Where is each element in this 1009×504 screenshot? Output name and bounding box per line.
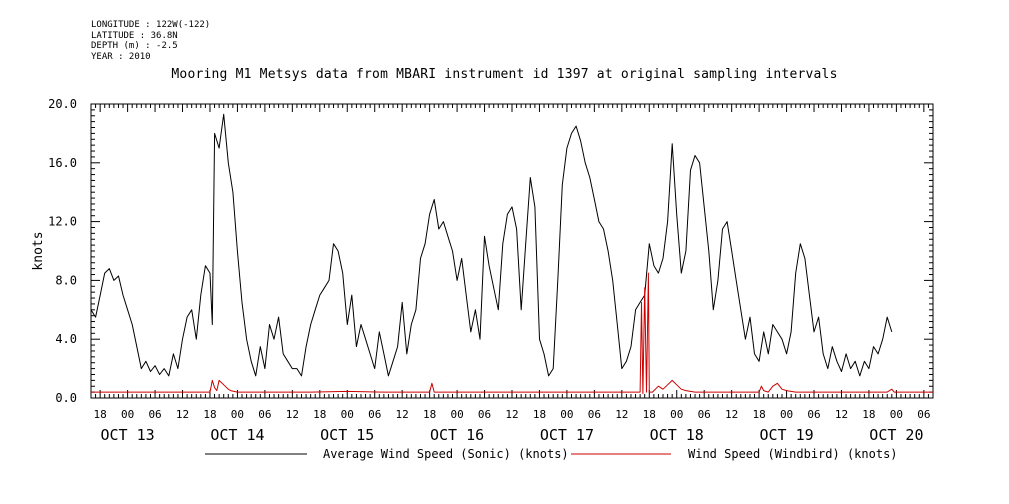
chart-title: Mooring M1 Metsys data from MBARI instru… [171,67,838,82]
plot-frame [90,103,934,399]
x-hour-label: 12 [286,408,299,421]
y-axis-label: knots [31,231,46,270]
x-hour-label: 12 [835,408,848,421]
y-tick-label: 8.0 [55,273,77,287]
x-hour-label: 18 [533,408,546,421]
x-hour-label: 00 [231,408,244,421]
y-tick-label: 12.0 [48,215,77,229]
metadata-depth: DEPTH (m) : -2.5 [91,41,178,51]
series-line-sonic [90,113,893,377]
x-hour-label: 06 [148,408,161,421]
x-hour-label: 12 [176,408,189,421]
x-hour-label: 00 [450,408,463,421]
x-hour-label: 12 [396,408,409,421]
x-hour-label: 00 [780,408,793,421]
legend-label-sonic: Average Wind Speed (Sonic) (knots) [323,447,569,461]
x-day-label: OCT 18 [650,426,704,444]
metadata-latitude: LATITUDE : 36.8N [91,30,178,41]
x-hour-label: 12 [615,408,628,421]
metadata-longitude: LONGITUDE : 122W(-122) [91,20,211,30]
x-hour-label: 06 [917,408,930,421]
metadata-year: YEAR : 2010 [91,51,151,62]
legend-label-windbird: Wind Speed (Windbird) (knots) [688,447,898,461]
x-day-label: OCT 20 [869,426,923,444]
x-hour-label: 18 [423,408,436,421]
x-day-label: OCT 13 [101,426,155,444]
y-tick-label: 20.0 [48,97,77,111]
x-hour-label: 00 [560,408,573,421]
y-tick-label: 16.0 [48,156,77,170]
x-hour-label: 18 [94,408,107,421]
x-hour-label: 06 [807,408,820,421]
x-hour-label: 06 [588,408,601,421]
x-hour-label: 12 [725,408,738,421]
x-hour-label: 00 [890,408,903,421]
x-hour-label: 12 [505,408,518,421]
x-hour-label: 18 [643,408,656,421]
y-tick-label: 0.0 [55,391,77,405]
x-day-label: OCT 19 [759,426,813,444]
x-hour-label: 18 [752,408,765,421]
x-hour-label: 06 [478,408,491,421]
x-hour-label: 00 [670,408,683,421]
x-day-label: OCT 17 [540,426,594,444]
x-hour-label: 18 [203,408,216,421]
x-day-label: OCT 15 [320,426,374,444]
x-hour-label: 00 [121,408,134,421]
x-hour-label: 18 [313,408,326,421]
x-hour-label: 00 [341,408,354,421]
series-line-windbird [91,272,933,395]
x-hour-label: 06 [258,408,271,421]
x-day-label: OCT 14 [210,426,264,444]
x-hour-label: 18 [862,408,875,421]
metadata-block: LONGITUDE : 122W(-122) LATITUDE : 36.8N … [91,20,210,62]
x-day-label: OCT 16 [430,426,484,444]
y-tick-label: 4.0 [55,332,77,346]
x-hour-label: 06 [368,408,381,421]
x-hour-label: 06 [698,408,711,421]
